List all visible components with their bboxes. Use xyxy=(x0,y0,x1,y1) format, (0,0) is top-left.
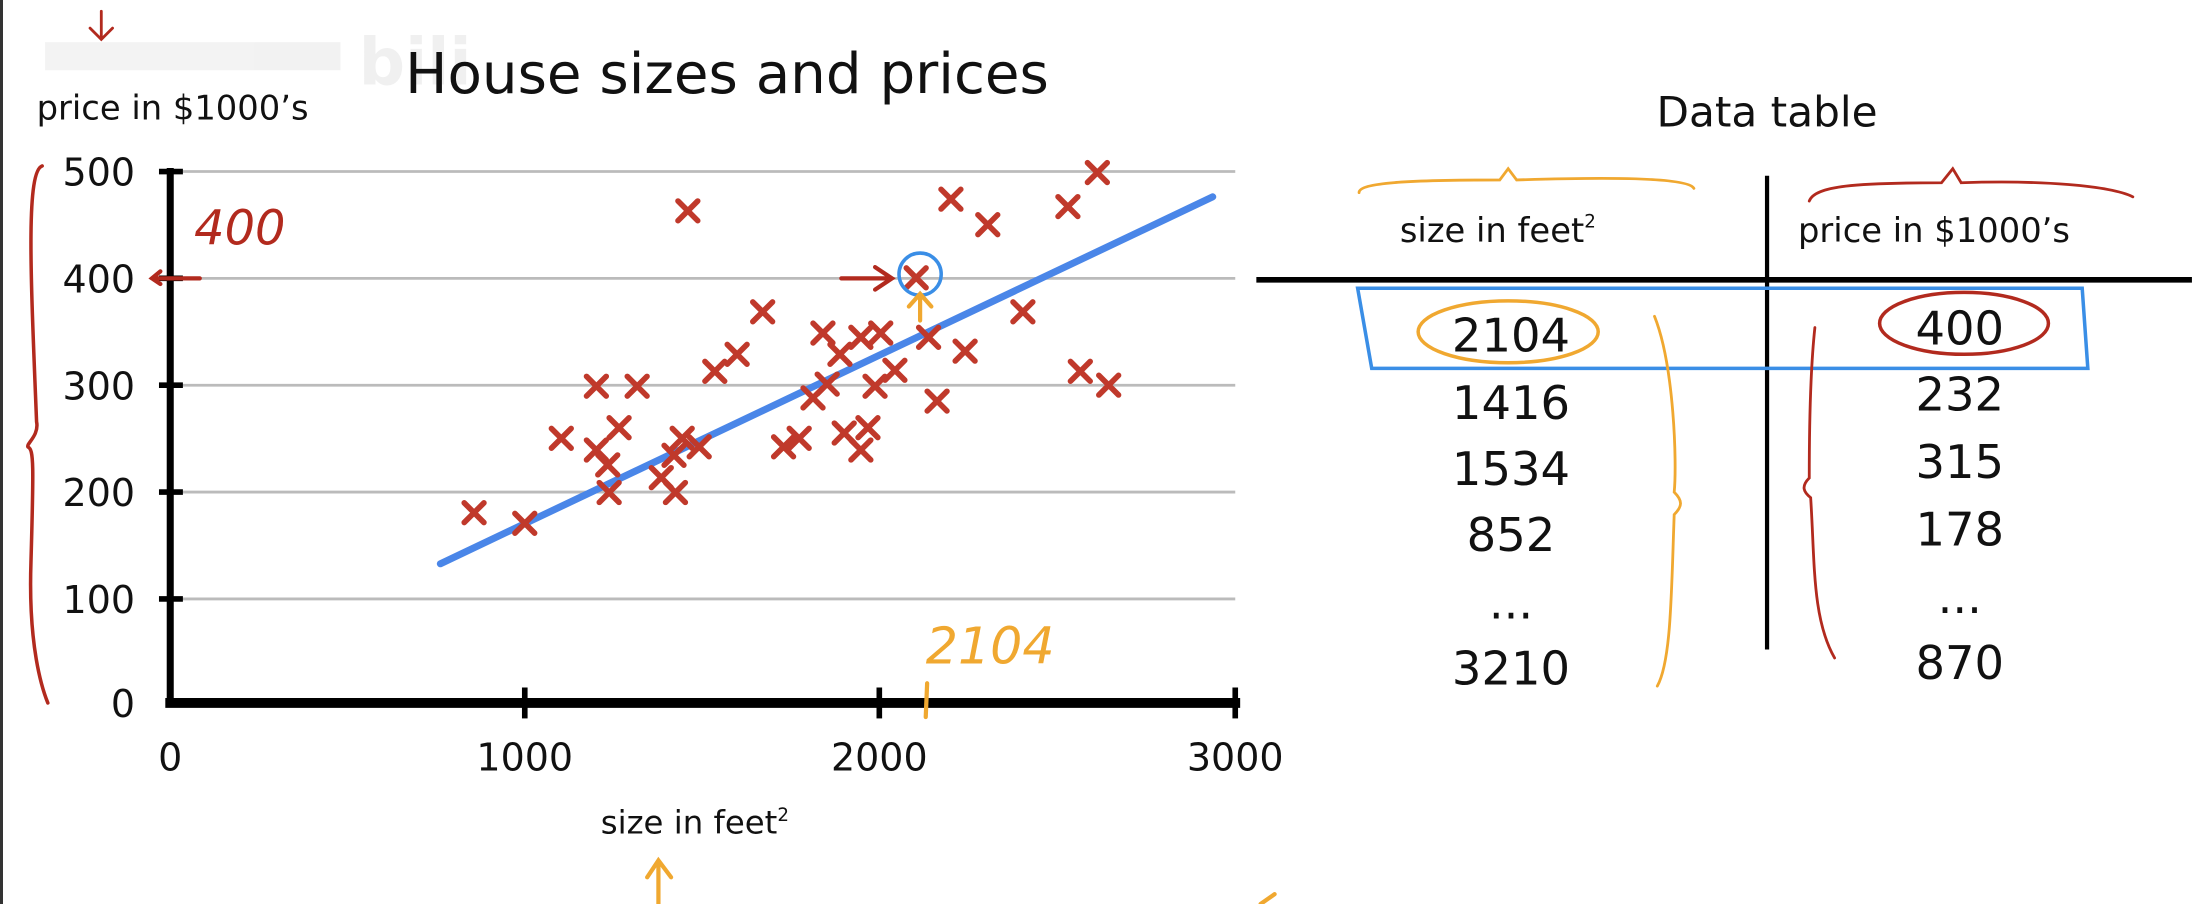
data-point-x-icon xyxy=(952,338,978,364)
data-point-x-icon xyxy=(669,425,695,451)
data-point-x-icon xyxy=(855,415,881,441)
svg-text:100: 100 xyxy=(63,578,136,622)
data-point-x-icon xyxy=(882,357,908,383)
x-axis-label: size in feet2 xyxy=(601,804,789,842)
data-point-x-icon xyxy=(814,371,840,397)
stray-stroke xyxy=(1258,892,1277,907)
price-note: 400 xyxy=(194,202,285,257)
data-point-x-icon xyxy=(624,373,650,399)
gridlines xyxy=(175,170,1236,601)
table-header-price: price in $1000’s xyxy=(1798,211,2070,250)
axes xyxy=(158,168,1241,719)
svg-text:0: 0 xyxy=(158,735,182,779)
data-point-x-icon xyxy=(596,479,622,506)
svg-text:400: 400 xyxy=(1915,301,2004,355)
price-circle xyxy=(1877,290,2051,357)
data-point-x-icon xyxy=(595,452,621,478)
data-point-x-icon xyxy=(770,434,797,460)
svg-text:...: ... xyxy=(1489,576,1533,630)
data-point-x-icon xyxy=(924,388,950,414)
data-point-x-icon xyxy=(702,358,728,384)
data-point-x-icon xyxy=(975,212,1001,238)
svg-text:bili: bili xyxy=(359,25,472,100)
handwritten-annotations: 400 2104 xyxy=(26,9,1277,907)
axis-label-arrow-icon xyxy=(645,856,674,907)
data-point-x-icon xyxy=(661,442,687,468)
y-tick-labels: 500 400 300 200 100 0 xyxy=(63,151,136,726)
table-size-column: 2104 1416 1534 852 ... 3210 xyxy=(1452,308,1570,695)
data-point-x-icon xyxy=(675,198,701,224)
data-point-x-icon xyxy=(461,500,487,526)
svg-text:232: 232 xyxy=(1915,368,2004,422)
svg-text:852: 852 xyxy=(1467,508,1556,562)
data-point-x-icon xyxy=(662,479,689,506)
data-point-x-icon xyxy=(848,437,874,463)
data-point-x-icon xyxy=(915,324,942,350)
data-point-x-icon xyxy=(1055,193,1081,220)
data-point-x-icon xyxy=(750,299,776,325)
data-point-x-icon xyxy=(548,425,574,451)
price-tick-mark xyxy=(148,269,202,287)
svg-text:315: 315 xyxy=(1915,435,2004,489)
data-point-x-icon xyxy=(786,425,812,451)
watermark: bili xyxy=(45,25,472,100)
data-point-x-icon xyxy=(1096,372,1122,398)
size-tick-mark xyxy=(923,681,930,720)
svg-text:3210: 3210 xyxy=(1452,642,1570,696)
data-point-x-icon xyxy=(848,324,874,350)
data-point-x-icon xyxy=(827,341,853,367)
window-edge xyxy=(0,0,3,904)
svg-text:1534: 1534 xyxy=(1452,442,1570,496)
svg-text:0: 0 xyxy=(111,682,135,726)
data-point-x-icon xyxy=(686,434,712,460)
table-annotations xyxy=(1355,166,2135,688)
data-point-x-icon xyxy=(606,415,632,441)
svg-text:2000: 2000 xyxy=(831,735,928,779)
data-point-x-icon xyxy=(862,373,888,399)
data-point-x-icon xyxy=(724,341,750,367)
svg-text:300: 300 xyxy=(63,364,136,408)
data-point-x-icon xyxy=(868,320,894,346)
scatter-points xyxy=(461,159,1122,536)
svg-text:1416: 1416 xyxy=(1452,376,1570,430)
data-point-x-icon xyxy=(583,373,610,399)
data-point-x-icon xyxy=(810,320,836,346)
size-circle xyxy=(1416,299,1600,365)
chart-title: House sizes and prices xyxy=(405,42,1049,107)
right-arrow-icon xyxy=(839,265,896,292)
svg-text:200: 200 xyxy=(63,471,136,515)
data-table: Data table size in feet2 price in $1000’… xyxy=(1256,88,2192,696)
up-arrow-icon xyxy=(906,290,934,323)
data-point-x-icon xyxy=(1010,299,1036,325)
data-point-x-icon xyxy=(903,265,929,291)
table-header-size: size in feet2 xyxy=(1400,211,1596,250)
svg-text:400: 400 xyxy=(63,257,136,301)
data-point-x-icon xyxy=(1067,358,1093,384)
svg-text:1000: 1000 xyxy=(476,735,573,779)
svg-text:...: ... xyxy=(1938,570,1982,624)
svg-text:178: 178 xyxy=(1915,503,2004,557)
highlight-row-box xyxy=(1355,286,2090,371)
down-arrow-icon xyxy=(88,9,114,42)
table-title: Data table xyxy=(1657,88,1878,137)
svg-text:870: 870 xyxy=(1915,636,2004,690)
svg-text:2104: 2104 xyxy=(1452,308,1570,362)
size-column-brace xyxy=(1653,314,1682,688)
data-point-x-icon xyxy=(938,186,964,212)
size-note: 2104 xyxy=(926,617,1055,676)
data-point-x-icon xyxy=(512,510,538,536)
x-tick-labels: 0 1000 2000 3000 xyxy=(158,735,1283,779)
svg-text:3000: 3000 xyxy=(1187,735,1284,779)
table-price-column: 400 232 315 178 ... 870 xyxy=(1915,301,2004,690)
y-axis-label: price in $1000’s xyxy=(37,89,309,128)
svg-text:500: 500 xyxy=(63,151,136,195)
price-column-brace xyxy=(1802,326,1836,660)
y-range-brace xyxy=(26,164,50,705)
data-point-x-icon xyxy=(1084,159,1111,186)
